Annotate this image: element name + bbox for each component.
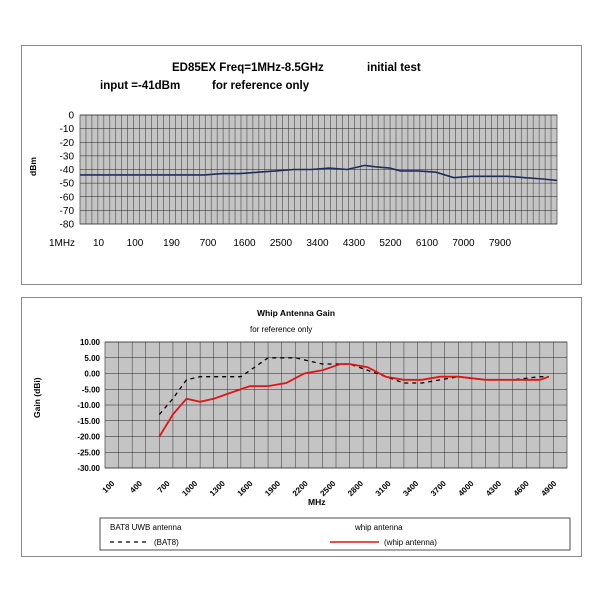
x-tick-label: 4900 [539, 479, 558, 498]
x-tick-label: 400 [128, 479, 144, 495]
y-tick-label: -20 [60, 138, 75, 149]
x-tick-label: 3400 [401, 479, 420, 498]
y-tick-label: -15.00 [77, 417, 100, 426]
y-tick-label: 10.00 [80, 338, 101, 347]
x-tick-label: 1600 [233, 238, 256, 249]
y-tick-label: -50 [60, 179, 75, 190]
y-tick-label: -20.00 [77, 433, 100, 442]
chart-subtitle: for reference only [250, 325, 312, 334]
chart-title-note: initial test [367, 62, 421, 74]
chart-panel-whip-gain: Whip Antenna Gain for reference only Gai… [21, 297, 582, 557]
x-tick-label: 3100 [374, 479, 393, 498]
y-axis-label: Gain (dBi) [32, 377, 42, 418]
x-tick-label: 2200 [291, 479, 310, 498]
x-tick-label: 1000 [180, 479, 199, 498]
x-tick-label: 4000 [457, 479, 476, 498]
x-axis-label: MHz [308, 497, 325, 507]
x-tick-label: 1900 [263, 479, 282, 498]
spectrum-chart: ED85EX Freq=1MHz-8.5GHz initial test inp… [28, 62, 558, 249]
y-tick-label: -40 [60, 165, 75, 176]
y-tick-label: 5.00 [84, 354, 100, 363]
x-tick-label: 1600 [236, 479, 255, 498]
series-line [80, 164, 558, 182]
legend-box [99, 517, 571, 551]
series-line-whip [158, 363, 550, 437]
chart-title: ED85EX Freq=1MHz-8.5GHz [172, 62, 324, 74]
chart-subtitle-note: for reference only [212, 80, 310, 92]
x-tick-label: 3700 [429, 479, 448, 498]
y-tick-label: -60 [60, 192, 75, 203]
y-tick-label: -30.00 [77, 464, 100, 473]
y-axis-label: dBm [28, 157, 38, 176]
x-tick-label: 100 [101, 479, 117, 495]
legend-title-bat8: BAT8 UWB antenna [110, 523, 182, 532]
y-tick-label: -10 [60, 124, 75, 135]
x-tick-label: 700 [200, 238, 217, 249]
x-tick-label: 2500 [318, 479, 337, 498]
y-tick-label: -30 [60, 151, 75, 162]
chart-subtitle: input =-41dBm [100, 80, 180, 92]
x-tick-label: 10 [93, 238, 105, 249]
y-tick-label: -25.00 [77, 448, 100, 457]
y-tick-label: -80 [60, 220, 75, 231]
x-tick-label: 2500 [270, 238, 293, 249]
y-tick-label: 0.00 [84, 370, 100, 379]
y-tick-label: 0 [68, 111, 74, 122]
x-tick-label: 3400 [306, 238, 329, 249]
chart-panel-spectrum: ED85EX Freq=1MHz-8.5GHz initial test inp… [21, 45, 582, 285]
x-tick-label: 4300 [484, 479, 503, 498]
legend-entry-whip: (whip antenna) [384, 538, 437, 547]
legend-title-whip: whip antenna [354, 523, 403, 532]
legend-entry-bat8: (BAT8) [154, 538, 179, 547]
x-tick-label: 700 [156, 479, 172, 495]
y-tick-label: -5.00 [82, 385, 101, 394]
y-tick-label: -10.00 [77, 401, 100, 410]
y-tick-label: -70 [60, 206, 75, 217]
chart-title: Whip Antenna Gain [257, 308, 335, 318]
whip-gain-chart: Whip Antenna Gain for reference only Gai… [32, 308, 571, 551]
x-tick-label: 4300 [343, 238, 366, 249]
x-tick-label: 190 [163, 238, 180, 249]
x-tick-label: 6100 [416, 238, 439, 249]
x-tick-label: 1300 [208, 479, 227, 498]
legend: BAT8 UWB antenna (BAT8) whip antenna (wh… [99, 517, 571, 551]
x-tick-label: 7900 [489, 238, 512, 249]
x-tick-label: 100 [127, 238, 144, 249]
x-tick-label: 7000 [452, 238, 475, 249]
x-tick-label: 4600 [512, 479, 531, 498]
x-tick-label: 2800 [346, 479, 365, 498]
x-tick-label: 1MHz [49, 238, 75, 249]
x-tick-label: 5200 [379, 238, 402, 249]
